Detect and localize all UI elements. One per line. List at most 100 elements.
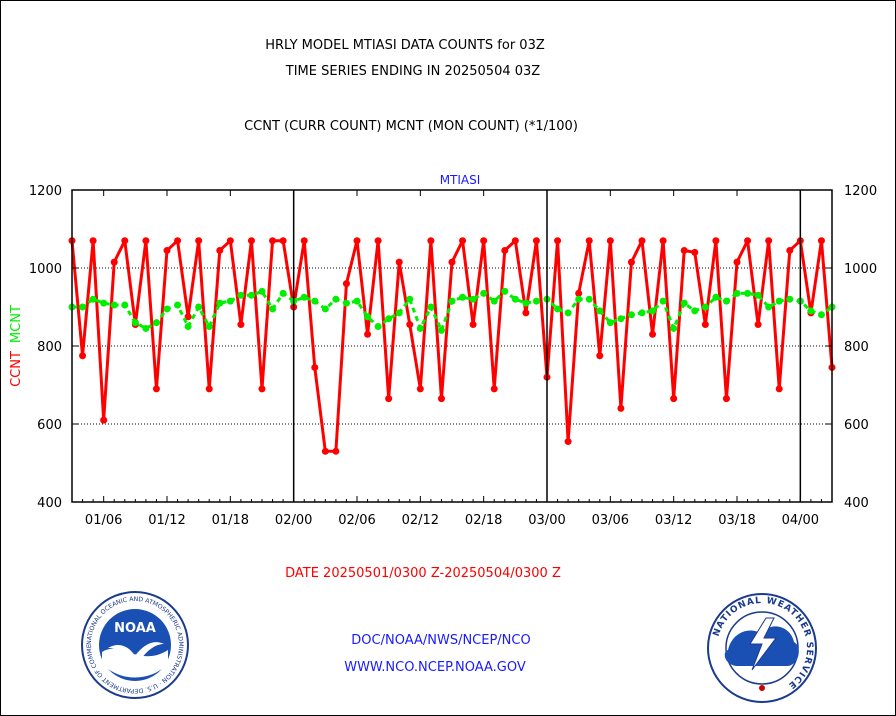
data-point-ccnt: [364, 330, 372, 338]
y-tick-label-right: 1000: [844, 262, 877, 277]
data-point-ccnt: [258, 385, 266, 393]
data-point-ccnt: [152, 385, 160, 393]
data-point-ccnt: [480, 237, 488, 245]
data-point-ccnt: [342, 280, 350, 288]
data-point-ccnt: [216, 246, 224, 254]
data-point-ccnt: [638, 237, 646, 245]
data-point-ccnt: [121, 237, 129, 245]
data-point-mcnt: [564, 309, 572, 317]
data-point-ccnt: [416, 385, 424, 393]
data-point-ccnt: [110, 258, 118, 266]
data-point-ccnt: [564, 438, 572, 446]
y-tick-label-left: 800: [37, 340, 62, 355]
data-point-ccnt: [279, 237, 287, 245]
data-point-mcnt: [701, 303, 709, 311]
data-point-mcnt: [195, 303, 203, 311]
data-point-mcnt: [744, 289, 752, 297]
data-point-mcnt: [364, 313, 372, 321]
data-point-mcnt: [258, 287, 266, 295]
data-point-mcnt: [131, 319, 139, 327]
data-point-mcnt: [269, 305, 277, 313]
data-point-ccnt: [522, 309, 530, 317]
data-point-mcnt: [807, 307, 815, 315]
x-tick-label: 03/18: [718, 513, 755, 528]
x-tick-label: 04/00: [782, 513, 819, 528]
data-point-ccnt: [237, 321, 245, 329]
data-point-ccnt: [659, 237, 667, 245]
data-point-mcnt: [416, 324, 424, 332]
data-point-ccnt: [269, 237, 277, 245]
y-tick-label-left: 1200: [29, 184, 62, 199]
data-point-mcnt: [469, 295, 477, 303]
nws-logo: NATIONAL WEATHER SERVICE: [707, 593, 817, 703]
data-point-mcnt: [680, 299, 688, 307]
x-tick-label: 01/12: [148, 513, 185, 528]
data-point-ccnt: [817, 237, 825, 245]
x-tick-label: 01/18: [212, 513, 249, 528]
data-point-ccnt: [712, 237, 720, 245]
data-point-mcnt: [575, 295, 583, 303]
data-point-mcnt: [490, 297, 498, 305]
data-point-mcnt: [448, 297, 456, 305]
data-point-mcnt: [353, 297, 361, 305]
data-point-ccnt: [606, 237, 614, 245]
website-link[interactable]: WWW.NCO.NCEP.NOAA.GOV: [344, 660, 526, 675]
x-tick-label: 03/06: [592, 513, 629, 528]
data-point-ccnt: [617, 404, 625, 412]
noaa-logo: NATIONAL OCEANIC AND ATMOSPHERIC ADMINIS…: [80, 590, 189, 699]
x-tick-label: 02/12: [402, 513, 439, 528]
data-point-ccnt: [596, 352, 604, 360]
data-point-ccnt: [511, 237, 519, 245]
data-point-mcnt: [437, 326, 445, 334]
chart-title: HRLY MODEL MTIASI DATA COUNTS for 03Z: [265, 38, 545, 53]
series-group: [68, 237, 836, 455]
data-point-ccnt: [775, 385, 783, 393]
data-point-mcnt: [649, 307, 657, 315]
data-point-ccnt: [247, 237, 255, 245]
y-tick-label-right: 600: [844, 418, 869, 433]
data-point-ccnt: [195, 237, 203, 245]
data-point-ccnt: [733, 258, 741, 266]
date-range-label: DATE 20250501/0300 Z-20250504/0300 Z: [285, 566, 561, 581]
data-point-ccnt: [332, 447, 340, 455]
data-point-mcnt: [226, 297, 234, 305]
data-point-mcnt: [279, 289, 287, 297]
data-point-ccnt: [701, 321, 709, 329]
data-point-mcnt: [765, 303, 773, 311]
data-point-ccnt: [744, 237, 752, 245]
data-point-mcnt: [342, 299, 350, 307]
org-path-link[interactable]: DOC/NOAA/NWS/NCEP/NCO: [351, 633, 531, 648]
data-point-ccnt: [100, 416, 108, 424]
data-point-ccnt: [627, 258, 635, 266]
plot-frame: [71, 189, 833, 503]
data-point-ccnt: [226, 237, 234, 245]
data-point-mcnt: [511, 295, 519, 303]
data-point-mcnt: [174, 301, 182, 309]
data-point-mcnt: [659, 297, 667, 305]
data-point-mcnt: [205, 323, 213, 330]
y-tick-label-right: 1200: [844, 184, 877, 199]
data-point-mcnt: [89, 295, 97, 303]
data-point-mcnt: [480, 289, 488, 297]
data-point-ccnt: [311, 363, 319, 371]
x-tick-label: 03/00: [528, 513, 565, 528]
data-point-mcnt: [670, 324, 678, 332]
data-point-ccnt: [427, 237, 435, 245]
data-point-mcnt: [733, 289, 741, 297]
y-tick-label-left: 400: [37, 496, 62, 511]
data-point-mcnt: [152, 319, 160, 327]
svg-text:NOAA: NOAA: [114, 621, 156, 636]
data-point-mcnt: [754, 291, 762, 299]
tick-labels: 01/06 01/12 01/18 02/00 02/06 02/12 02/18 03/00…: [9, 173, 877, 528]
data-point-ccnt: [722, 395, 730, 403]
y-axis-label-ccnt: CCNT: [9, 351, 24, 387]
data-point-mcnt: [247, 291, 255, 299]
data-point-mcnt: [617, 315, 625, 323]
data-point-ccnt: [501, 246, 509, 254]
data-point-ccnt: [385, 395, 393, 403]
axes-group: [71, 189, 833, 503]
panel-title: MTIASI: [440, 173, 481, 187]
data-point-ccnt: [459, 237, 467, 245]
data-point-mcnt: [627, 311, 635, 319]
data-point-mcnt: [459, 293, 467, 301]
